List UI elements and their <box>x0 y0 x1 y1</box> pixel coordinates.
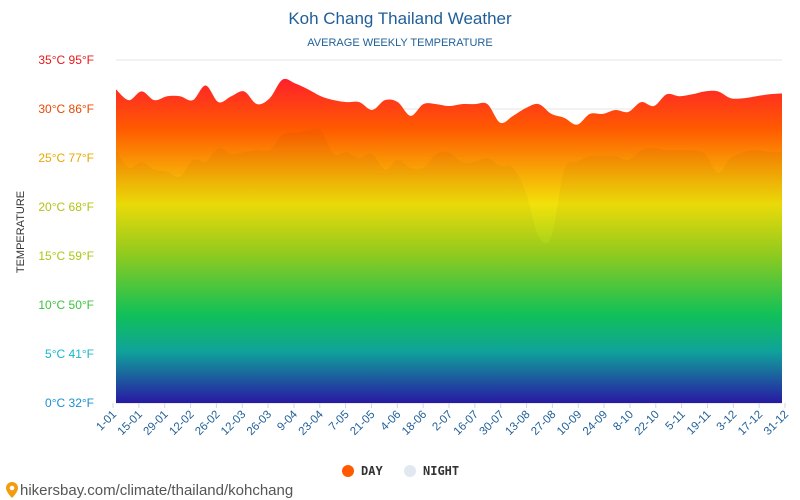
x-tick-label: 23-04 <box>297 408 327 438</box>
x-tick-label: 17-12 <box>736 409 765 438</box>
x-tick-label: 10-09 <box>555 409 584 438</box>
y-tick-label: 5°C 41°F <box>45 347 94 361</box>
chart-title: Koh Chang Thailand Weather <box>288 9 512 28</box>
legend-item-night[interactable]: NIGHT <box>404 464 459 478</box>
x-tick-label: 15-01 <box>116 409 145 438</box>
x-tick-label: 26-03 <box>245 409 274 438</box>
x-tick-label: 19-11 <box>685 409 714 438</box>
y-tick-label: 35°C 95°F <box>38 53 94 67</box>
x-tick-label: 21-05 <box>348 409 377 438</box>
source-text: hikersbay.com/climate/thailand/kohchang <box>20 482 293 499</box>
map-pin-icon <box>6 482 18 498</box>
day-legend-marker <box>342 465 354 477</box>
x-tick-label: 13-08 <box>503 409 532 438</box>
x-tick-label: 31-12 <box>762 409 791 438</box>
x-tick-label: 16-07 <box>452 409 481 438</box>
x-tick-label: 29-01 <box>142 409 171 438</box>
legend-night-label: NIGHT <box>423 464 459 478</box>
y-tick-label: 20°C 68°F <box>38 200 94 214</box>
x-tick-label: 24-09 <box>581 409 610 438</box>
y-tick-label: 15°C 59°F <box>38 249 94 263</box>
night-series-shade <box>116 129 782 403</box>
chart-subtitle: AVERAGE WEEKLY TEMPERATURE <box>307 37 492 49</box>
night-series-area <box>116 128 782 403</box>
y-axis-ticks: 0°C 32°F 5°C 41°F 10°C 50°F 15°C 59°F 20°C 6… <box>38 53 94 410</box>
x-tick-label: 22-10 <box>633 409 662 438</box>
y-tick-label: 30°C 86°F <box>38 102 94 116</box>
legend-item-day[interactable]: DAY <box>342 464 383 478</box>
plot-areas <box>116 78 782 403</box>
legend-day-label: DAY <box>361 464 383 478</box>
legend[interactable]: DAY NIGHT <box>342 464 459 478</box>
x-tick-label: 30-07 <box>478 409 507 438</box>
y-tick-label: 0°C 32°F <box>45 396 94 410</box>
y-tick-label: 25°C 77°F <box>38 151 94 165</box>
x-tick-label: 12-02 <box>167 409 196 438</box>
source-link[interactable]: hikersbay.com/climate/thailand/kohchang <box>6 482 293 499</box>
night-legend-marker <box>404 465 416 477</box>
x-tick-label: 18-06 <box>400 409 429 438</box>
y-axis-title: TEMPERATURE <box>15 191 27 273</box>
x-tick-label: 12-03 <box>219 409 248 438</box>
x-tick-label: 27-08 <box>529 409 558 438</box>
x-tick-label: 26-02 <box>193 409 222 438</box>
y-tick-label: 10°C 50°F <box>38 298 94 312</box>
